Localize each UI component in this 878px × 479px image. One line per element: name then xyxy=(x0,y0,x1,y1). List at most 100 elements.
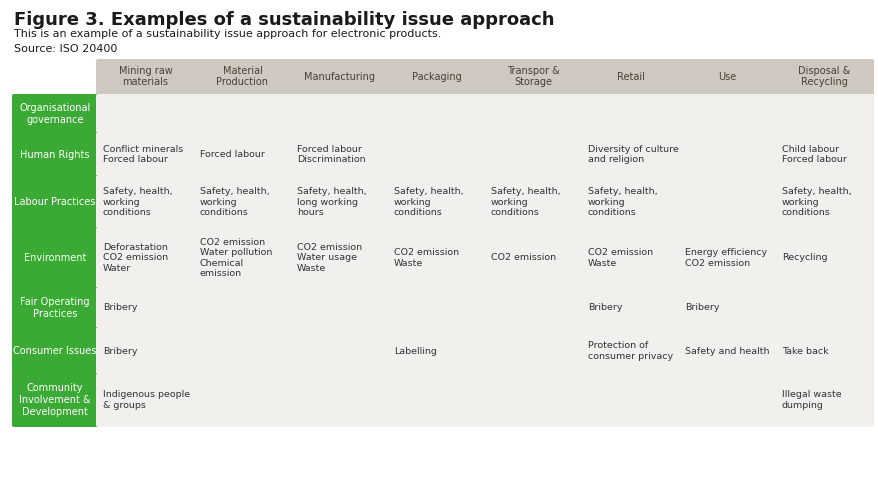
Text: Forced labour: Forced labour xyxy=(200,150,264,159)
FancyBboxPatch shape xyxy=(580,227,680,289)
FancyBboxPatch shape xyxy=(386,327,486,375)
FancyBboxPatch shape xyxy=(677,175,776,229)
FancyBboxPatch shape xyxy=(290,373,389,427)
Text: Packaging: Packaging xyxy=(411,71,461,81)
Text: Take back: Take back xyxy=(781,346,828,355)
Text: Environment: Environment xyxy=(24,253,86,263)
FancyBboxPatch shape xyxy=(12,327,97,375)
Text: Fair Operating
Practices: Fair Operating Practices xyxy=(20,297,90,319)
Text: Safety, health,
working
conditions: Safety, health, working conditions xyxy=(103,187,172,217)
FancyBboxPatch shape xyxy=(484,175,582,229)
FancyBboxPatch shape xyxy=(580,94,680,134)
FancyBboxPatch shape xyxy=(193,227,291,289)
FancyBboxPatch shape xyxy=(484,287,582,329)
FancyBboxPatch shape xyxy=(193,287,291,329)
Text: Safety, health,
working
conditions: Safety, health, working conditions xyxy=(781,187,851,217)
Text: Safety, health,
working
conditions: Safety, health, working conditions xyxy=(393,187,463,217)
FancyBboxPatch shape xyxy=(774,373,873,427)
FancyBboxPatch shape xyxy=(290,59,389,95)
Text: Disposal &
Recycling: Disposal & Recycling xyxy=(797,66,850,87)
FancyBboxPatch shape xyxy=(580,327,680,375)
FancyBboxPatch shape xyxy=(774,227,873,289)
FancyBboxPatch shape xyxy=(484,373,582,427)
FancyBboxPatch shape xyxy=(677,327,776,375)
Text: Bribery: Bribery xyxy=(684,304,719,312)
FancyBboxPatch shape xyxy=(677,94,776,134)
Text: Community
Involvement &
Development: Community Involvement & Development xyxy=(19,383,90,417)
FancyBboxPatch shape xyxy=(290,327,389,375)
Text: Safety, health,
working
conditions: Safety, health, working conditions xyxy=(587,187,657,217)
FancyBboxPatch shape xyxy=(386,94,486,134)
FancyBboxPatch shape xyxy=(774,327,873,375)
FancyBboxPatch shape xyxy=(677,373,776,427)
Text: CO2 emission
Water pollution
Chemical
emission: CO2 emission Water pollution Chemical em… xyxy=(200,238,272,278)
FancyBboxPatch shape xyxy=(386,227,486,289)
FancyBboxPatch shape xyxy=(193,132,291,177)
Text: This is an example of a sustainability issue approach for electronic products.
S: This is an example of a sustainability i… xyxy=(14,29,441,54)
FancyBboxPatch shape xyxy=(386,132,486,177)
FancyBboxPatch shape xyxy=(386,373,486,427)
FancyBboxPatch shape xyxy=(484,94,582,134)
Text: Illegal waste
dumping: Illegal waste dumping xyxy=(781,390,840,410)
FancyBboxPatch shape xyxy=(386,175,486,229)
FancyBboxPatch shape xyxy=(677,287,776,329)
FancyBboxPatch shape xyxy=(193,327,291,375)
Text: Forced labour
Discrimination: Forced labour Discrimination xyxy=(297,145,365,164)
FancyBboxPatch shape xyxy=(290,94,389,134)
Text: Use: Use xyxy=(717,71,736,81)
FancyBboxPatch shape xyxy=(774,94,873,134)
Text: CO2 emission
Water usage
Waste: CO2 emission Water usage Waste xyxy=(297,243,362,273)
FancyBboxPatch shape xyxy=(193,373,291,427)
FancyBboxPatch shape xyxy=(580,175,680,229)
FancyBboxPatch shape xyxy=(96,59,195,95)
Text: Figure 3. Examples of a sustainability issue approach: Figure 3. Examples of a sustainability i… xyxy=(14,11,554,29)
FancyBboxPatch shape xyxy=(677,59,776,95)
Text: Recycling: Recycling xyxy=(781,253,826,262)
FancyBboxPatch shape xyxy=(290,175,389,229)
FancyBboxPatch shape xyxy=(290,227,389,289)
FancyBboxPatch shape xyxy=(96,327,195,375)
FancyBboxPatch shape xyxy=(386,59,486,95)
Text: Retail: Retail xyxy=(615,71,644,81)
FancyBboxPatch shape xyxy=(96,132,195,177)
FancyBboxPatch shape xyxy=(774,59,873,95)
FancyBboxPatch shape xyxy=(12,287,97,329)
Text: Energy efficiency
CO2 emission: Energy efficiency CO2 emission xyxy=(684,248,766,268)
FancyBboxPatch shape xyxy=(484,227,582,289)
FancyBboxPatch shape xyxy=(193,59,291,95)
Text: Material
Production: Material Production xyxy=(216,66,268,87)
FancyBboxPatch shape xyxy=(193,94,291,134)
FancyBboxPatch shape xyxy=(290,132,389,177)
FancyBboxPatch shape xyxy=(484,327,582,375)
Text: Human Rights: Human Rights xyxy=(20,149,90,160)
FancyBboxPatch shape xyxy=(96,94,195,134)
Text: Transpor &
Storage: Transpor & Storage xyxy=(507,66,559,87)
FancyBboxPatch shape xyxy=(484,132,582,177)
Text: Mining raw
materials: Mining raw materials xyxy=(119,66,172,87)
FancyBboxPatch shape xyxy=(12,227,97,289)
Text: Bribery: Bribery xyxy=(103,346,137,355)
FancyBboxPatch shape xyxy=(12,373,97,427)
FancyBboxPatch shape xyxy=(12,132,97,177)
FancyBboxPatch shape xyxy=(96,287,195,329)
FancyBboxPatch shape xyxy=(96,175,195,229)
FancyBboxPatch shape xyxy=(290,287,389,329)
FancyBboxPatch shape xyxy=(677,227,776,289)
Text: Safety, health,
working
conditions: Safety, health, working conditions xyxy=(200,187,270,217)
FancyBboxPatch shape xyxy=(12,94,97,134)
Text: Deforastation
CO2 emission
Water: Deforastation CO2 emission Water xyxy=(103,243,168,273)
FancyBboxPatch shape xyxy=(580,59,680,95)
Text: Child labour
Forced labour: Child labour Forced labour xyxy=(781,145,846,164)
FancyBboxPatch shape xyxy=(96,373,195,427)
Text: Diversity of culture
and religion: Diversity of culture and religion xyxy=(587,145,678,164)
Text: CO2 emission: CO2 emission xyxy=(491,253,556,262)
Text: CO2 emission
Waste: CO2 emission Waste xyxy=(587,248,652,268)
Text: Labour Practices: Labour Practices xyxy=(14,197,96,207)
Text: CO2 emission
Waste: CO2 emission Waste xyxy=(393,248,458,268)
Text: Conflict minerals
Forced labour: Conflict minerals Forced labour xyxy=(103,145,183,164)
FancyBboxPatch shape xyxy=(96,227,195,289)
FancyBboxPatch shape xyxy=(193,175,291,229)
Text: Safety, health,
long working
hours: Safety, health, long working hours xyxy=(297,187,366,217)
FancyBboxPatch shape xyxy=(774,287,873,329)
FancyBboxPatch shape xyxy=(386,287,486,329)
